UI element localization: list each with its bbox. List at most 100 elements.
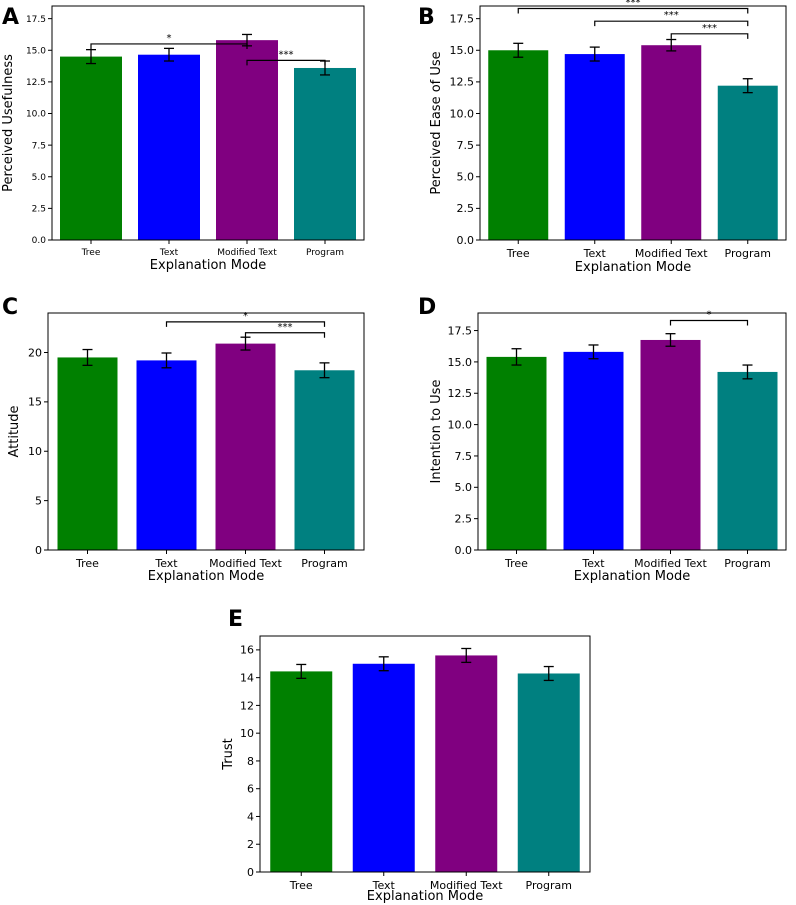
significance-bracket	[244, 332, 326, 338]
x-tick-label: Tree	[506, 247, 530, 260]
x-tick-label: Modified Text	[635, 247, 708, 260]
bracket-line	[165, 321, 326, 327]
bracket-line	[246, 59, 326, 66]
y-tick-label: 12.5	[450, 76, 475, 89]
error-bar	[742, 364, 753, 380]
y-axis-label: Intention to Use	[429, 380, 444, 484]
y-axis-label: Perceived Usefulness	[1, 54, 16, 192]
y-tick-label: 12	[240, 699, 254, 712]
y-tick-label: 17.5	[26, 15, 46, 25]
y-tick-label: 14	[240, 671, 254, 684]
y-axis-label: Perceived Ease of Use	[429, 51, 444, 194]
panel-d: D 0.0 2.5 5.0 7.5 10.0 12.5 15.0 17.5 Tree Text Mod…	[418, 295, 787, 584]
plot-frame	[47, 312, 365, 551]
x-tick-label: Tree	[75, 557, 99, 570]
error-bar	[588, 344, 599, 360]
y-tick-label: 2	[247, 838, 254, 851]
y-axis-label: Attitude	[7, 405, 22, 457]
bar-text	[564, 54, 625, 240]
significance-label: ***	[279, 49, 294, 60]
y-tick-label: 5.0	[455, 481, 473, 494]
error-bar	[589, 46, 600, 62]
significance-bracket	[669, 319, 749, 326]
x-axis-label: Explanation Mode	[367, 889, 483, 904]
y-tick-label: 15.0	[448, 356, 473, 369]
x-tick-label: Tree	[289, 879, 313, 892]
plot-frame	[259, 635, 591, 873]
x-tick-label: Tree	[504, 557, 528, 570]
x-tick-label: Program	[724, 557, 770, 570]
panel-letter: D	[418, 295, 436, 320]
y-tick-label: 16	[240, 644, 254, 657]
y-tick-label: 0	[35, 544, 42, 557]
y-tick-label: 10	[240, 727, 254, 740]
y-tick-label: 7.5	[455, 450, 473, 463]
significance-label: *	[167, 33, 172, 44]
bar-modified-text	[641, 45, 702, 240]
y-tick-label: 5	[35, 494, 42, 507]
x-tick-label: Tree	[81, 248, 101, 258]
bar-program	[717, 371, 778, 550]
significance-label: *	[707, 310, 712, 321]
error-bar	[86, 48, 96, 65]
significance-bracket	[246, 59, 326, 66]
bar-program	[294, 370, 355, 550]
bar-tree	[57, 357, 118, 550]
y-tick-label: 15.0	[26, 46, 46, 56]
x-tick-label: Modified Text	[430, 879, 503, 892]
panel-b: B 0.0 2.5 5.0 7.5 10.0 12.5 15.0 17.5 Tree Text Mod…	[418, 0, 787, 275]
y-tick-label: 20	[28, 346, 42, 359]
y-tick-label: 8	[247, 755, 254, 768]
error-bar	[461, 647, 472, 664]
bar-tree	[486, 356, 547, 550]
significance-bracket	[90, 43, 248, 49]
error-bar	[378, 656, 389, 672]
panel-a: A 0.0 2.5 5.0 7.5 10.0 12.5 15.0 17.5 Tree Text Mod…	[1, 5, 365, 273]
y-tick-label: 0.0	[32, 236, 47, 246]
panel-letter: A	[2, 5, 19, 30]
bar-modified-text	[215, 343, 276, 550]
bar-text	[136, 360, 197, 550]
y-tick-label: 2.5	[457, 202, 475, 215]
x-tick-label: Modified Text	[217, 248, 277, 258]
y-tick-label: 2.5	[455, 513, 473, 526]
significance-bracket	[165, 321, 326, 327]
y-tick-label: 12.5	[26, 78, 46, 88]
significance-bracket	[517, 7, 749, 14]
y-tick-label: 15.0	[450, 44, 475, 57]
plot-frame	[477, 312, 787, 551]
significance-label: *	[243, 311, 248, 322]
panel-letter: C	[2, 295, 18, 320]
panel-e: E 0 2 4 6 8 10 12 14 16 Tree Text Modified Text Progr…	[221, 607, 591, 904]
y-tick-label: 4	[247, 810, 254, 823]
plot-frame	[479, 5, 787, 241]
bar-program	[294, 67, 356, 240]
error-bar	[511, 348, 522, 366]
x-tick-label: Text	[154, 557, 178, 570]
error-bar	[742, 78, 753, 94]
error-bar	[665, 333, 676, 347]
significance-bracket	[670, 33, 749, 39]
x-tick-label: Program	[725, 247, 771, 260]
y-tick-label: 10.0	[26, 110, 46, 120]
bar-tree	[60, 56, 122, 241]
x-tick-label: Text	[159, 248, 179, 258]
error-bar	[543, 665, 554, 682]
y-tick-label: 0.0	[455, 544, 473, 557]
y-axis-label: Trust	[221, 738, 236, 770]
error-bar	[164, 47, 174, 62]
y-tick-label: 7.5	[32, 141, 46, 151]
x-tick-label: Modified Text	[634, 557, 707, 570]
y-tick-label: 7.5	[457, 139, 475, 152]
significance-label: ***	[626, 0, 641, 9]
x-tick-label: Program	[301, 557, 347, 570]
y-tick-label: 12.5	[448, 387, 473, 400]
y-tick-label: 10.0	[448, 418, 473, 431]
panel-letter: B	[418, 5, 435, 30]
y-tick-label: 2.5	[32, 205, 46, 215]
y-tick-label: 15	[28, 396, 42, 409]
bracket-line	[244, 332, 326, 338]
bar-tree	[488, 50, 549, 241]
x-axis-label: Explanation Mode	[148, 569, 264, 584]
